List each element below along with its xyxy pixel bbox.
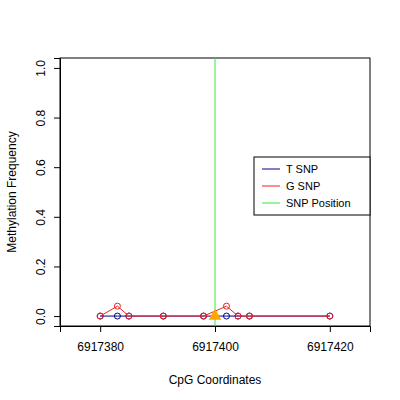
x-tick: 6917400	[192, 326, 239, 354]
x-tick: 6917380	[77, 326, 124, 354]
x-axis-line	[61, 327, 371, 333]
y-axis: 0.0 0.2 0.4 0.6 0.8 1.0	[34, 59, 61, 327]
series-point	[327, 313, 333, 319]
x-tick-mark	[215, 326, 216, 332]
legend-label: SNP Position	[286, 197, 351, 209]
x-axis-title: CpG Coordinates	[169, 373, 262, 387]
x-tick-label: 6917380	[77, 340, 124, 354]
y-tick-mark	[54, 266, 60, 267]
chart: 6917380 6917400 6917420 0.0 0.2 0.4 0.6 0.8 1.0 C…	[0, 0, 400, 400]
series-point	[223, 313, 229, 319]
legend-label: T SNP	[286, 163, 318, 175]
y-tick-mark	[54, 118, 60, 119]
y-tick: 0.4	[34, 209, 60, 226]
y-tick-label: 0.6	[34, 159, 48, 176]
plot-frame	[60, 58, 370, 326]
x-tick-mark	[330, 326, 331, 332]
series-point	[114, 313, 120, 319]
x-axis: 6917380 6917400 6917420	[61, 326, 371, 354]
y-tick: 0.2	[34, 258, 60, 275]
series-point	[246, 313, 252, 319]
y-tick: 0.6	[34, 159, 60, 176]
y-tick-label: 0.8	[34, 109, 48, 126]
legend-swatch	[262, 186, 280, 187]
snp-line	[215, 58, 216, 326]
x-tick-label: 6917420	[307, 340, 354, 354]
y-tick-label: 0.0	[34, 308, 48, 325]
y-tick-mark	[54, 68, 60, 69]
series-point	[201, 313, 207, 319]
x-tick-mark	[100, 326, 101, 332]
series-point	[114, 303, 120, 309]
y-tick-mark	[54, 316, 60, 317]
series-point	[223, 303, 229, 309]
x-tick-label: 6917400	[192, 340, 239, 354]
legend-swatch	[262, 169, 280, 170]
legend: T SNP G SNP SNP Position	[254, 157, 370, 215]
y-tick: 0.8	[34, 109, 60, 126]
y-tick-mark	[54, 217, 60, 218]
snp-marker	[209, 309, 222, 320]
y-tick-label: 0.4	[34, 209, 48, 226]
y-axis-title: Methylation Frequency	[5, 131, 19, 252]
y-tick-label: 1.0	[34, 60, 48, 77]
series-point	[97, 313, 103, 319]
legend-swatch	[262, 203, 280, 204]
series-point	[160, 313, 166, 319]
y-tick-label: 0.2	[34, 258, 48, 275]
series-point	[235, 313, 241, 319]
x-tick: 6917420	[307, 326, 354, 354]
y-tick-mark	[54, 167, 60, 168]
legend-box	[254, 157, 370, 215]
series-point	[126, 313, 132, 319]
legend-label: G SNP	[286, 180, 320, 192]
y-axis-line	[54, 59, 61, 327]
y-tick: 1.0	[34, 60, 60, 77]
y-tick: 0.0	[34, 308, 60, 325]
